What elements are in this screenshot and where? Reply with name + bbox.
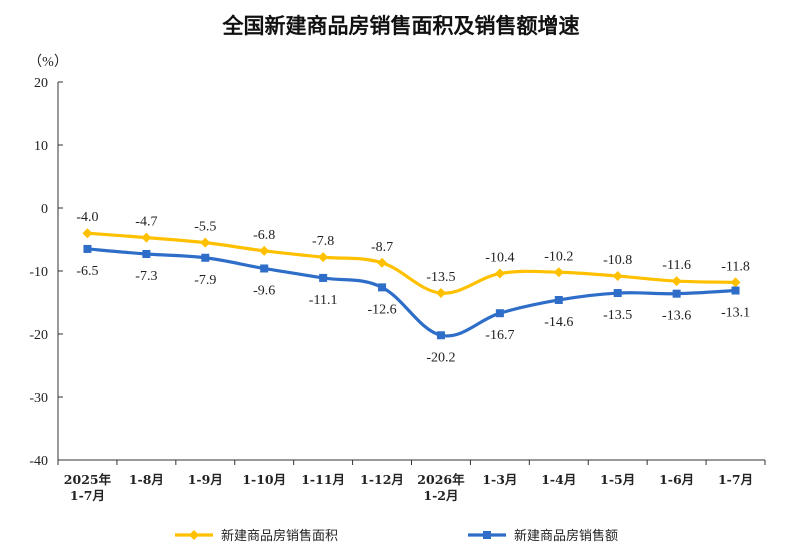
x-tick-label: 1-10月 [242, 472, 286, 487]
data-point [377, 257, 388, 268]
data-label: -14.6 [544, 315, 573, 330]
data-point [731, 286, 740, 295]
data-label: -11.6 [662, 258, 691, 273]
data-label: -13.6 [662, 309, 691, 324]
x-tick-label: 1-4月 [541, 472, 576, 487]
data-point [671, 276, 682, 287]
data-point [83, 244, 92, 253]
data-label: -7.9 [194, 273, 216, 288]
data-point [436, 331, 445, 340]
data-point [318, 252, 329, 263]
x-tick-label: 1-7月 [718, 472, 753, 487]
data-label: -20.2 [426, 350, 455, 365]
x-tick-label: 1-5月 [600, 472, 635, 487]
legend-item-1: 新建商品房销售面积 [175, 528, 338, 544]
data-point [553, 267, 564, 278]
y-axis-unit: （%） [28, 54, 68, 70]
data-label: -10.8 [603, 253, 632, 268]
data-point [319, 273, 328, 282]
y-tick-label: 10 [34, 139, 48, 154]
data-label: -6.5 [76, 264, 98, 279]
data-point [612, 271, 623, 282]
data-label: -4.7 [135, 215, 157, 230]
y-tick-label: 20 [34, 76, 48, 91]
x-tick-label: 2025年 1-7月 [64, 472, 112, 503]
data-point [141, 232, 152, 243]
x-tick-label: 1-11月 [301, 472, 345, 487]
series-line [87, 247, 736, 338]
data-label: -16.7 [485, 328, 514, 343]
data-label: -13.1 [721, 306, 750, 321]
legend-swatch-marker [483, 531, 491, 539]
data-point [435, 288, 446, 299]
x-tick-label: 1-3月 [482, 472, 517, 487]
data-point [554, 295, 563, 304]
data-label: -10.2 [544, 249, 573, 264]
legend-item-2: 新建商品房销售额 [468, 528, 618, 544]
data-label: -11.1 [309, 293, 338, 308]
x-tick-label: 2026年 1-2月 [417, 472, 465, 503]
series-layer: -4.0 -4.7 -5.5-6.8 -7.8 -8.7-13.5-10.4 -10.2-… [76, 210, 750, 365]
data-label: -5.5 [194, 220, 216, 235]
x-tick-label: 1-6月 [659, 472, 694, 487]
y-tick-label: 0 [41, 202, 48, 217]
data-point [259, 245, 270, 256]
data-point [495, 309, 504, 318]
data-label: -13.5 [426, 270, 455, 285]
data-point [378, 283, 387, 292]
data-point [494, 268, 505, 279]
y-tick-label: -20 [29, 328, 48, 343]
y-tick-label: -10 [29, 265, 48, 280]
data-label: -9.6 [253, 283, 275, 298]
x-tick-label: 1-12月 [360, 472, 404, 487]
legend: 新建商品房销售面积 新建商品房销售额 [175, 528, 618, 544]
data-point [730, 277, 741, 288]
axes: 20 10 0 -10 -20 -30 -40 2025年 1-7月 1-8月 1-9月 1-10月 1… [29, 76, 766, 503]
data-point [142, 249, 151, 258]
series-line [87, 231, 736, 295]
data-label: -6.8 [253, 228, 275, 243]
data-label: -12.6 [367, 302, 396, 317]
data-label: -11.8 [721, 259, 750, 274]
series-1: -4.0 -4.7 -5.5 -6.8 -7.8 -8.7 -13.5 -10.4 -10.2 -… [76, 210, 750, 299]
data-label: -7.3 [135, 269, 157, 284]
legend-label: 新建商品房销售面积 [221, 528, 338, 544]
y-tick-label: -30 [29, 391, 48, 406]
data-label: -4.0 [76, 210, 98, 225]
legend-label: 新建商品房销售额 [514, 528, 618, 544]
x-tick-label: 1-9月 [188, 472, 223, 487]
x-tick-label: 1-8月 [129, 472, 164, 487]
data-point [82, 228, 93, 239]
data-label: -13.5 [603, 308, 632, 323]
chart-title: 全国新建商品房销售面积及销售额增速 [222, 14, 580, 38]
data-point [201, 253, 210, 262]
data-point [613, 289, 622, 298]
data-label: -10.4 [485, 251, 514, 266]
series-2: -6.5 -7.3 -7.9 -9.6 -11.1 -12.6 -20.2 -16.7 -14.… [76, 244, 750, 365]
y-tick-label: -40 [29, 454, 48, 469]
data-point [260, 264, 269, 273]
data-label: -8.7 [371, 240, 393, 255]
legend-swatch-marker [189, 530, 199, 540]
data-point [200, 237, 211, 248]
data-point [672, 289, 681, 298]
data-label: -7.8 [312, 234, 334, 249]
